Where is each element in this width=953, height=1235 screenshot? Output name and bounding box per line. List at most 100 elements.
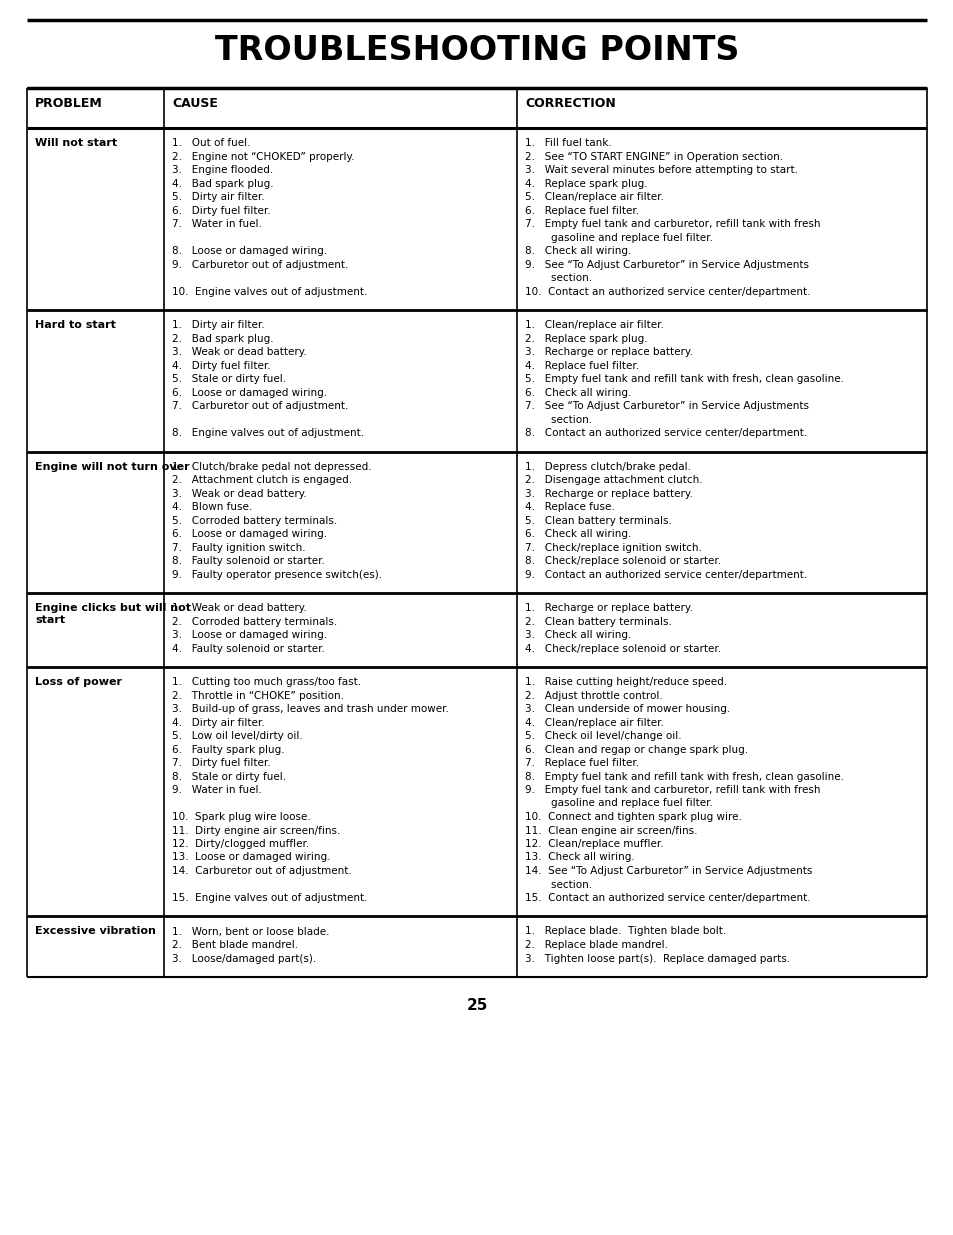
Text: 9.   Contact an authorized service center/department.: 9. Contact an authorized service center/…	[524, 569, 806, 579]
Text: 8.   Empty fuel tank and refill tank with fresh, clean gasoline.: 8. Empty fuel tank and refill tank with …	[524, 772, 843, 782]
Text: 1.   Replace blade.  Tighten blade bolt.: 1. Replace blade. Tighten blade bolt.	[524, 926, 725, 936]
Text: 2.   Adjust throttle control.: 2. Adjust throttle control.	[524, 690, 662, 700]
Text: 1.   Dirty air filter.: 1. Dirty air filter.	[172, 320, 264, 330]
Text: 5.   Clean/replace air filter.: 5. Clean/replace air filter.	[524, 191, 663, 203]
Text: 7.   Dirty fuel filter.: 7. Dirty fuel filter.	[172, 758, 271, 768]
Text: 2.   Clean battery terminals.: 2. Clean battery terminals.	[524, 616, 671, 626]
Text: 2.   Bent blade mandrel.: 2. Bent blade mandrel.	[172, 940, 297, 950]
Text: 13.  Check all wiring.: 13. Check all wiring.	[524, 852, 634, 862]
Text: 2.   Replace spark plug.: 2. Replace spark plug.	[524, 333, 647, 343]
Text: section.: section.	[524, 415, 592, 425]
Text: 4.   Check/replace solenoid or starter.: 4. Check/replace solenoid or starter.	[524, 643, 720, 653]
Text: 8.   Faulty solenoid or starter.: 8. Faulty solenoid or starter.	[172, 556, 325, 566]
Text: TROUBLESHOOTING POINTS: TROUBLESHOOTING POINTS	[214, 33, 739, 67]
Text: 1.   Out of fuel.: 1. Out of fuel.	[172, 138, 251, 148]
Text: 10.  Engine valves out of adjustment.: 10. Engine valves out of adjustment.	[172, 287, 367, 296]
Text: 1.   Weak or dead battery.: 1. Weak or dead battery.	[172, 603, 307, 613]
Text: 13.  Loose or damaged wiring.: 13. Loose or damaged wiring.	[172, 852, 330, 862]
Text: 6.   Check all wiring.: 6. Check all wiring.	[524, 529, 631, 538]
Text: 9.   See “To Adjust Carburetor” in Service Adjustments: 9. See “To Adjust Carburetor” in Service…	[524, 259, 808, 269]
Text: 9.   Carburetor out of adjustment.: 9. Carburetor out of adjustment.	[172, 259, 348, 269]
Text: 8.   Engine valves out of adjustment.: 8. Engine valves out of adjustment.	[172, 429, 364, 438]
Text: 25: 25	[466, 998, 487, 1013]
Text: Engine will not turn over: Engine will not turn over	[35, 462, 190, 472]
Text: 7.   Replace fuel filter.: 7. Replace fuel filter.	[524, 758, 639, 768]
Text: 4.   Dirty fuel filter.: 4. Dirty fuel filter.	[172, 361, 271, 370]
Text: 2.   Attachment clutch is engaged.: 2. Attachment clutch is engaged.	[172, 475, 352, 485]
Text: Will not start: Will not start	[35, 138, 117, 148]
Text: 12.  Dirty/clogged muffler.: 12. Dirty/clogged muffler.	[172, 839, 309, 848]
Text: 1.   Depress clutch/brake pedal.: 1. Depress clutch/brake pedal.	[524, 462, 690, 472]
Text: 2.   Replace blade mandrel.: 2. Replace blade mandrel.	[524, 940, 667, 950]
Text: 4.   Replace spark plug.: 4. Replace spark plug.	[524, 179, 647, 189]
Text: 7.   Carburetor out of adjustment.: 7. Carburetor out of adjustment.	[172, 401, 348, 411]
Text: 15.  Engine valves out of adjustment.: 15. Engine valves out of adjustment.	[172, 893, 367, 903]
Text: 1.   Fill fuel tank.: 1. Fill fuel tank.	[524, 138, 611, 148]
Text: 8.   Contact an authorized service center/department.: 8. Contact an authorized service center/…	[524, 429, 806, 438]
Text: Engine clicks but will not
start: Engine clicks but will not start	[35, 603, 191, 625]
Text: 14.  Carburetor out of adjustment.: 14. Carburetor out of adjustment.	[172, 866, 352, 876]
Text: Excessive vibration: Excessive vibration	[35, 926, 155, 936]
Text: 4.   Bad spark plug.: 4. Bad spark plug.	[172, 179, 274, 189]
Text: 3.   Build-up of grass, leaves and trash under mower.: 3. Build-up of grass, leaves and trash u…	[172, 704, 449, 714]
Text: 5.   Check oil level/change oil.: 5. Check oil level/change oil.	[524, 731, 680, 741]
Text: 2.   Disengage attachment clutch.: 2. Disengage attachment clutch.	[524, 475, 702, 485]
Text: 2.   See “TO START ENGINE” in Operation section.: 2. See “TO START ENGINE” in Operation se…	[524, 152, 782, 162]
Text: 6.   Loose or damaged wiring.: 6. Loose or damaged wiring.	[172, 529, 327, 538]
Text: 8.   Check/replace solenoid or starter.: 8. Check/replace solenoid or starter.	[524, 556, 720, 566]
Text: 1.   Clutch/brake pedal not depressed.: 1. Clutch/brake pedal not depressed.	[172, 462, 372, 472]
Text: 4.   Replace fuel filter.: 4. Replace fuel filter.	[524, 361, 639, 370]
Text: CORRECTION: CORRECTION	[524, 96, 615, 110]
Text: 2.   Engine not “CHOKED” properly.: 2. Engine not “CHOKED” properly.	[172, 152, 355, 162]
Text: Hard to start: Hard to start	[35, 320, 115, 330]
Text: 10.  Spark plug wire loose.: 10. Spark plug wire loose.	[172, 811, 311, 823]
Text: 3.   Clean underside of mower housing.: 3. Clean underside of mower housing.	[524, 704, 729, 714]
Text: 6.   Dirty fuel filter.: 6. Dirty fuel filter.	[172, 205, 271, 215]
Text: 4.   Clean/replace air filter.: 4. Clean/replace air filter.	[524, 718, 663, 727]
Text: 1.   Cutting too much grass/too fast.: 1. Cutting too much grass/too fast.	[172, 677, 361, 687]
Text: 7.   Empty fuel tank and carburetor, refill tank with fresh: 7. Empty fuel tank and carburetor, refil…	[524, 219, 820, 228]
Text: 1.   Worn, bent or loose blade.: 1. Worn, bent or loose blade.	[172, 926, 329, 936]
Text: 4.   Faulty solenoid or starter.: 4. Faulty solenoid or starter.	[172, 643, 325, 653]
Text: PROBLEM: PROBLEM	[35, 96, 103, 110]
Text: 9.   Faulty operator presence switch(es).: 9. Faulty operator presence switch(es).	[172, 569, 382, 579]
Text: 3.   Recharge or replace battery.: 3. Recharge or replace battery.	[524, 489, 692, 499]
Text: 7.   See “To Adjust Carburetor” in Service Adjustments: 7. See “To Adjust Carburetor” in Service…	[524, 401, 808, 411]
Text: 2.   Bad spark plug.: 2. Bad spark plug.	[172, 333, 274, 343]
Text: 6.   Check all wiring.: 6. Check all wiring.	[524, 388, 631, 398]
Text: 12.  Clean/replace muffler.: 12. Clean/replace muffler.	[524, 839, 663, 848]
Text: section.: section.	[524, 273, 592, 283]
Text: 6.   Faulty spark plug.: 6. Faulty spark plug.	[172, 745, 284, 755]
Text: 5.   Dirty air filter.: 5. Dirty air filter.	[172, 191, 264, 203]
Text: 3.   Loose/damaged part(s).: 3. Loose/damaged part(s).	[172, 953, 315, 963]
Text: 5.   Corroded battery terminals.: 5. Corroded battery terminals.	[172, 515, 337, 526]
Text: 7.   Faulty ignition switch.: 7. Faulty ignition switch.	[172, 542, 305, 552]
Text: 1.   Recharge or replace battery.: 1. Recharge or replace battery.	[524, 603, 692, 613]
Text: 15.  Contact an authorized service center/department.: 15. Contact an authorized service center…	[524, 893, 810, 903]
Text: gasoline and replace fuel filter.: gasoline and replace fuel filter.	[524, 799, 712, 809]
Text: 5.   Low oil level/dirty oil.: 5. Low oil level/dirty oil.	[172, 731, 302, 741]
Text: 11.  Dirty engine air screen/fins.: 11. Dirty engine air screen/fins.	[172, 825, 340, 836]
Text: 3.   Tighten loose part(s).  Replace damaged parts.: 3. Tighten loose part(s). Replace damage…	[524, 953, 789, 963]
Text: 10.  Connect and tighten spark plug wire.: 10. Connect and tighten spark plug wire.	[524, 811, 741, 823]
Text: 9.   Water in fuel.: 9. Water in fuel.	[172, 785, 262, 795]
Text: 2.   Corroded battery terminals.: 2. Corroded battery terminals.	[172, 616, 337, 626]
Text: 2.   Throttle in “CHOKE” position.: 2. Throttle in “CHOKE” position.	[172, 690, 344, 700]
Text: 5.   Stale or dirty fuel.: 5. Stale or dirty fuel.	[172, 374, 286, 384]
Text: 6.   Replace fuel filter.: 6. Replace fuel filter.	[524, 205, 639, 215]
Text: 7.   Water in fuel.: 7. Water in fuel.	[172, 219, 262, 228]
Text: CAUSE: CAUSE	[172, 96, 217, 110]
Text: section.: section.	[524, 879, 592, 889]
Text: 3.   Recharge or replace battery.: 3. Recharge or replace battery.	[524, 347, 692, 357]
Text: 8.   Check all wiring.: 8. Check all wiring.	[524, 246, 631, 256]
Text: 3.   Engine flooded.: 3. Engine flooded.	[172, 165, 273, 175]
Text: 3.   Wait several minutes before attempting to start.: 3. Wait several minutes before attemptin…	[524, 165, 797, 175]
Text: 3.   Weak or dead battery.: 3. Weak or dead battery.	[172, 347, 307, 357]
Text: 11.  Clean engine air screen/fins.: 11. Clean engine air screen/fins.	[524, 825, 697, 836]
Text: 7.   Check/replace ignition switch.: 7. Check/replace ignition switch.	[524, 542, 701, 552]
Text: 4.   Blown fuse.: 4. Blown fuse.	[172, 501, 252, 513]
Text: 5.   Empty fuel tank and refill tank with fresh, clean gasoline.: 5. Empty fuel tank and refill tank with …	[524, 374, 843, 384]
Text: 4.   Replace fuse.: 4. Replace fuse.	[524, 501, 614, 513]
Text: 5.   Clean battery terminals.: 5. Clean battery terminals.	[524, 515, 671, 526]
Text: 9.   Empty fuel tank and carburetor, refill tank with fresh: 9. Empty fuel tank and carburetor, refil…	[524, 785, 820, 795]
